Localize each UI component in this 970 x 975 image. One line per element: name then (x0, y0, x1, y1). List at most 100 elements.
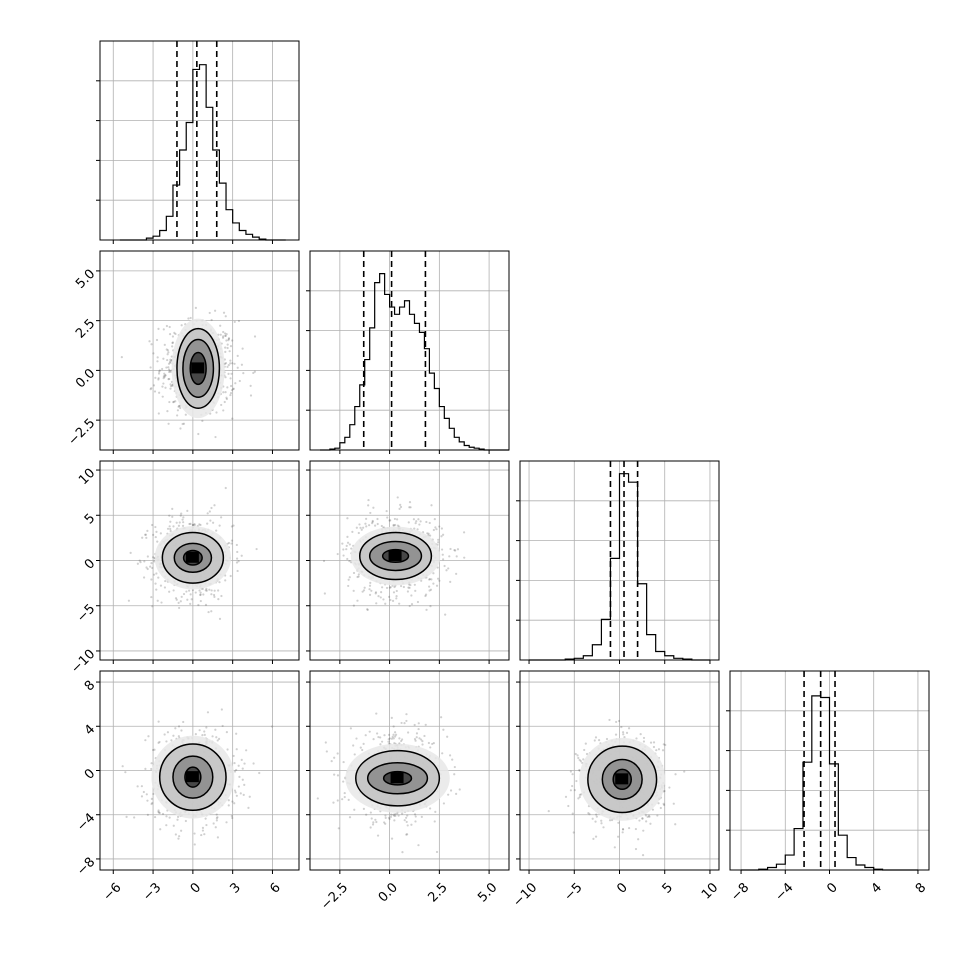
y-tick-label: −10 (68, 647, 98, 677)
scatter-point (168, 816, 171, 819)
contour-line (189, 351, 207, 386)
contour-line (612, 768, 633, 791)
scatter-point (202, 593, 205, 596)
scatter-point (154, 376, 157, 379)
scatter-point (395, 597, 398, 600)
scatter-point (415, 520, 418, 523)
scatter-point (622, 733, 625, 736)
scatter-point (214, 728, 217, 731)
scatter-point (386, 516, 389, 519)
scatter-point (405, 719, 408, 723)
joint-content (547, 718, 686, 857)
scatter-point (627, 727, 631, 730)
scatter-point (388, 737, 392, 740)
scatter-point (316, 797, 319, 800)
scatter-point (384, 814, 387, 817)
y-tick-label: 2.5 (73, 316, 98, 341)
scatter-point (201, 419, 204, 422)
scatter-point (657, 802, 660, 805)
scatter-point (336, 552, 339, 556)
scatter-point (389, 815, 393, 819)
scatter-point (576, 754, 579, 757)
scatter-point (239, 792, 242, 795)
scatter-point (578, 758, 581, 762)
scatter-point (380, 591, 383, 594)
scatter-point (152, 573, 156, 576)
scatter-point (407, 586, 410, 589)
scatter-point (157, 576, 160, 579)
scatter-point (430, 504, 433, 507)
scatter-point (154, 582, 157, 585)
scatter-point (177, 735, 180, 738)
scatter-point (388, 817, 391, 821)
scatter-point (449, 789, 453, 792)
scatter-point (405, 833, 408, 836)
scatter-point (174, 597, 178, 600)
scatter-point (428, 521, 431, 525)
scatter-point (169, 387, 172, 390)
scatter-point (169, 527, 172, 531)
scatter-point (171, 345, 174, 348)
scatter-point (143, 560, 146, 563)
scatter-point (169, 358, 172, 361)
scatter-point (391, 735, 394, 738)
scatter-point (621, 731, 625, 734)
scatter-point (382, 598, 385, 601)
scatter-point (421, 740, 424, 743)
scatter-point (237, 764, 240, 767)
scatter-point (408, 506, 411, 509)
scatter-point (230, 542, 233, 545)
scatter-point (199, 523, 202, 527)
scatter-point (379, 596, 382, 599)
scatter-point (172, 401, 175, 404)
scatter-point (231, 417, 234, 420)
scatter-point (356, 599, 359, 602)
scatter-point (432, 572, 435, 575)
scatter-point (236, 569, 239, 573)
joint-clip (121, 708, 274, 846)
scatter-point (186, 598, 189, 601)
scatter-point (396, 812, 399, 815)
scatter-point (191, 588, 195, 592)
scatter-point (150, 767, 153, 771)
joint-content (316, 712, 461, 854)
scatter-point (437, 541, 440, 544)
scatter-point (237, 319, 241, 323)
x-tick-label: 0.0 (376, 880, 401, 905)
y-tick-label: 0.0 (73, 366, 98, 391)
scatter-point (193, 523, 196, 526)
scatter-point (204, 603, 208, 606)
scatter-point (240, 363, 244, 366)
x-tick-label: −3 (140, 880, 164, 904)
scatter-point (385, 509, 388, 513)
scatter-point (215, 813, 218, 816)
contour-line (184, 766, 202, 788)
scatter-point (162, 375, 165, 378)
scatter-point (229, 393, 232, 397)
scatter-point (437, 577, 440, 580)
scatter-point (151, 801, 154, 805)
scatter-point (214, 435, 217, 439)
scatter-point (393, 814, 396, 817)
scatter-point (594, 835, 598, 838)
scatter-point (194, 591, 197, 594)
scatter-point (158, 811, 161, 815)
scatter-point (158, 369, 161, 372)
scatter-point (400, 721, 403, 725)
scatter-point (440, 535, 443, 538)
scatter-point (642, 740, 646, 743)
scatter-point (663, 789, 666, 793)
scatter-point (397, 814, 400, 817)
scatter-point (178, 521, 181, 524)
scatter-point (169, 385, 173, 388)
scatter-point (168, 369, 172, 372)
scatter-point (368, 524, 371, 527)
scatter-point (168, 325, 171, 329)
scatter-point (233, 770, 237, 773)
y-tick-label: 5 (82, 511, 98, 527)
scatter-point (370, 589, 373, 592)
scatter-point (146, 555, 149, 558)
scatter-point (153, 560, 156, 563)
scatter-point (449, 547, 452, 551)
scatter-point (674, 823, 677, 826)
